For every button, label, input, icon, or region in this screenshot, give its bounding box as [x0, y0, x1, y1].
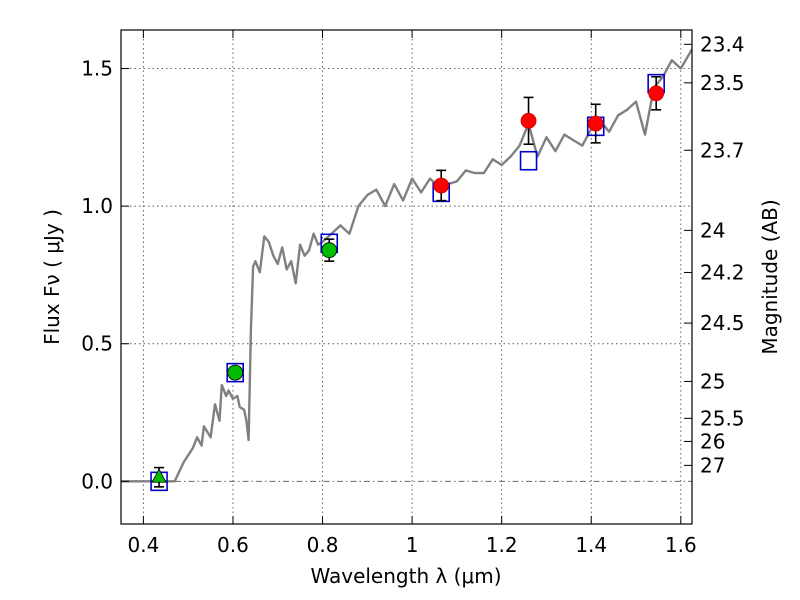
observed-green-point [227, 364, 244, 381]
x-tick-label: 1.2 [486, 533, 518, 557]
right-tick-label: 24.2 [700, 260, 745, 284]
right-tick-label: 26 [700, 429, 725, 453]
y-tick-label: 1.5 [81, 57, 113, 81]
x-tick-label: 1.6 [665, 533, 697, 557]
right-tick-label: 24 [700, 218, 725, 242]
right-tick-label: 27 [700, 453, 725, 477]
observed-red-point [433, 177, 450, 194]
axis-ticks: 0.4 0.6 0.8 1 1.2 1.4 1.6 0.0 0.5 1.0 1.5 23.4 23.5 2… [81, 30, 745, 557]
x-tick-label: 1.4 [575, 533, 607, 557]
right-tick-label: 23.4 [700, 32, 745, 56]
y-tick-label: 0.0 [81, 469, 113, 493]
grid-lines [121, 30, 692, 524]
x-tick-label: 0.8 [307, 533, 339, 557]
y-tick-label: 0.5 [81, 332, 113, 356]
observed-green-triangle [151, 468, 167, 483]
x-axis-label: Wavelength λ (μm) [310, 564, 501, 588]
model-sed-line [121, 48, 694, 483]
y-tick-label: 1.0 [81, 194, 113, 218]
y-axis-label: Flux Fν ( μJy ) [40, 209, 64, 345]
right-tick-label: 25 [700, 369, 725, 393]
model-photometry-square [226, 362, 244, 383]
right-tick-label: 23.7 [700, 138, 745, 162]
observed-green-point [321, 242, 338, 259]
right-tick-label: 25.5 [700, 406, 745, 430]
observed-photometry-layer [151, 75, 665, 488]
x-tick-label: 1 [406, 533, 419, 557]
observed-red-point [648, 85, 665, 102]
observed-red-point [520, 112, 537, 129]
observed-red-point [587, 115, 604, 132]
x-tick-label: 0.6 [217, 533, 249, 557]
model-sed-layer [121, 48, 694, 483]
plot-frame [120, 29, 693, 525]
model-photometry-square [519, 150, 538, 171]
x-tick-label: 0.4 [127, 533, 159, 557]
right-axis-label: Magnitude (AB) [758, 199, 782, 354]
right-tick-label: 23.5 [700, 71, 745, 95]
right-tick-label: 24.5 [700, 311, 745, 335]
